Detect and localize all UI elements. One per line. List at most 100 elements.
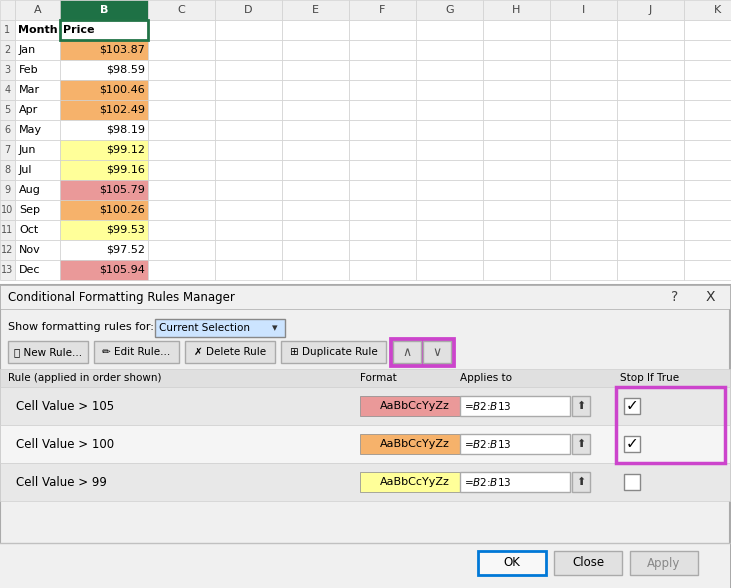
Text: Close: Close <box>572 556 604 570</box>
Bar <box>349 40 416 60</box>
Bar <box>15 120 60 140</box>
Bar <box>282 160 349 180</box>
Bar <box>684 260 731 280</box>
Bar <box>60 200 148 220</box>
Bar <box>460 472 570 492</box>
Bar <box>215 80 282 100</box>
Bar <box>550 120 617 140</box>
Text: $98.19: $98.19 <box>106 125 145 135</box>
Bar <box>617 100 684 120</box>
Text: J: J <box>649 5 652 15</box>
Text: Oct: Oct <box>19 225 38 235</box>
Text: =$B$2:$B$13: =$B$2:$B$13 <box>464 400 512 412</box>
Bar <box>349 120 416 140</box>
Bar <box>15 260 60 280</box>
Bar <box>148 140 215 160</box>
Bar <box>550 200 617 220</box>
Text: 2: 2 <box>4 45 11 55</box>
Bar <box>148 200 215 220</box>
Bar <box>684 180 731 200</box>
Bar <box>215 20 282 40</box>
Bar <box>15 160 60 180</box>
Bar <box>0 543 730 588</box>
Text: Applies to: Applies to <box>460 373 512 383</box>
Bar <box>624 436 640 452</box>
Bar <box>349 20 416 40</box>
Bar <box>684 100 731 120</box>
Text: Price: Price <box>63 25 94 35</box>
Text: 11: 11 <box>1 225 14 235</box>
Bar <box>0 369 730 387</box>
Bar <box>282 0 349 20</box>
Bar <box>0 240 15 260</box>
Bar <box>483 80 550 100</box>
Bar <box>15 0 60 20</box>
Text: 12: 12 <box>1 245 14 255</box>
Bar <box>0 160 15 180</box>
Bar <box>572 396 590 416</box>
Text: $99.12: $99.12 <box>106 145 145 155</box>
Text: ⊞ Duplicate Rule: ⊞ Duplicate Rule <box>289 347 377 357</box>
Bar <box>393 341 421 363</box>
Bar <box>0 285 730 588</box>
Bar <box>349 0 416 20</box>
Text: OK: OK <box>504 556 520 570</box>
Bar <box>282 140 349 160</box>
Bar <box>0 80 15 100</box>
Text: Sep: Sep <box>19 205 40 215</box>
Bar <box>617 200 684 220</box>
Text: AaBbCcYyZz: AaBbCcYyZz <box>380 401 450 411</box>
Text: Format: Format <box>360 373 397 383</box>
Text: ✏ Edit Rule...: ✏ Edit Rule... <box>102 347 170 357</box>
Text: AaBbCcYyZz: AaBbCcYyZz <box>380 477 450 487</box>
Text: H: H <box>512 5 520 15</box>
Bar <box>550 40 617 60</box>
Bar <box>460 434 570 454</box>
Bar <box>0 387 730 425</box>
Text: Rule (applied in order shown): Rule (applied in order shown) <box>8 373 162 383</box>
Bar <box>416 200 483 220</box>
Bar <box>148 40 215 60</box>
Bar <box>0 40 15 60</box>
Bar <box>0 260 15 280</box>
Bar <box>390 338 454 366</box>
Bar <box>15 220 60 240</box>
Bar <box>0 463 730 501</box>
Bar <box>416 20 483 40</box>
Bar <box>282 60 349 80</box>
Bar <box>0 0 731 280</box>
Bar <box>282 220 349 240</box>
Text: E: E <box>312 5 319 15</box>
Text: 10: 10 <box>1 205 14 215</box>
Bar <box>60 140 148 160</box>
Bar <box>94 341 179 363</box>
Bar <box>60 20 148 40</box>
Bar <box>282 40 349 60</box>
Bar <box>282 240 349 260</box>
Text: 1: 1 <box>4 25 10 35</box>
Text: A: A <box>34 5 42 15</box>
Bar <box>617 80 684 100</box>
Bar <box>416 80 483 100</box>
Text: K: K <box>714 5 721 15</box>
Bar <box>617 260 684 280</box>
Bar <box>282 80 349 100</box>
Bar <box>0 0 15 20</box>
Bar <box>282 20 349 40</box>
Bar <box>550 220 617 240</box>
Bar <box>483 260 550 280</box>
Bar <box>617 140 684 160</box>
Bar <box>60 220 148 240</box>
Text: Current Selection: Current Selection <box>159 323 250 333</box>
Text: 3: 3 <box>4 65 10 75</box>
Bar <box>483 40 550 60</box>
Text: ∨: ∨ <box>433 346 442 359</box>
Bar <box>60 40 148 60</box>
Text: $105.94: $105.94 <box>99 265 145 275</box>
Bar <box>550 60 617 80</box>
Bar <box>148 60 215 80</box>
Bar <box>60 260 148 280</box>
Bar <box>483 160 550 180</box>
Text: 7: 7 <box>4 145 11 155</box>
Bar <box>148 0 215 20</box>
